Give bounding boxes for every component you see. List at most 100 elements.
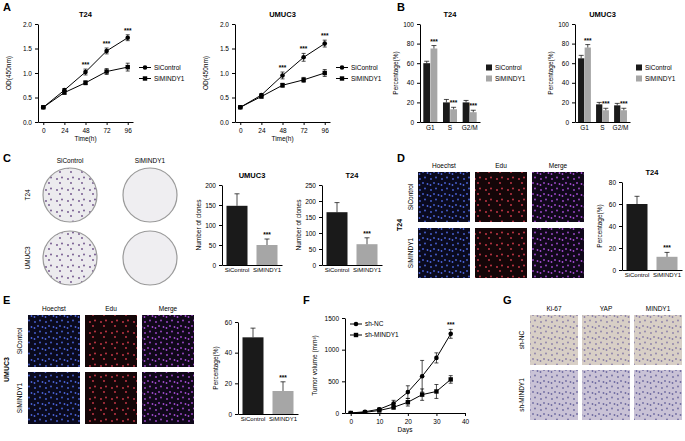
- error-bar: [579, 55, 584, 58]
- tick-label: 20: [609, 245, 617, 252]
- tick-label: 0: [239, 127, 243, 134]
- row-label: UMUC3: [24, 246, 31, 269]
- chart: 050010001500Tumor volume (mm³)Days***010…: [311, 315, 469, 434]
- tick-mark: [35, 24, 38, 25]
- legend-entry: SiControl: [336, 64, 378, 71]
- row-label: SiMINDY1: [407, 237, 414, 268]
- tick-mark: [417, 44, 420, 45]
- error-bar: [471, 110, 476, 112]
- legend-marker: [354, 333, 358, 337]
- axis-line: [222, 186, 223, 266]
- error-bar: [449, 376, 453, 384]
- image: [418, 172, 470, 222]
- tick: 1000: [325, 346, 345, 353]
- error-bar: [84, 81, 88, 85]
- marker: [420, 374, 425, 379]
- tick-label: 0: [612, 267, 616, 274]
- tick: 1.0: [220, 70, 235, 77]
- image: [43, 168, 97, 222]
- tick-mark: [219, 265, 222, 266]
- panel-label: F: [303, 294, 310, 306]
- tick-mark: [232, 49, 235, 50]
- tick-mark: [342, 318, 345, 319]
- tick-label: 24: [258, 127, 266, 134]
- bar: [621, 110, 627, 122]
- image: [582, 370, 630, 420]
- marker: [434, 389, 438, 393]
- column-label: SiControl: [57, 157, 84, 164]
- row-label: T24: [24, 189, 31, 201]
- tick: 100: [305, 230, 322, 237]
- tick-mark: [319, 217, 322, 218]
- tick: 20: [225, 380, 238, 387]
- axis-line: [323, 265, 383, 266]
- tick-mark: [219, 205, 222, 206]
- tick-mark: [619, 204, 622, 205]
- labels: Percentage(%)***: [212, 346, 287, 389]
- tick-label: 100: [205, 222, 216, 229]
- tick-label: 0.0: [23, 119, 32, 126]
- tick-mark: [64, 122, 65, 125]
- labels: UMUC3OD(450nm)Time(h)*********: [202, 10, 329, 143]
- tick: 100: [205, 222, 222, 229]
- bar: [585, 48, 591, 122]
- tick-label: 0.5: [220, 94, 229, 101]
- row-label: SiControl: [16, 327, 23, 354]
- annotation: ***: [450, 99, 458, 106]
- tick: 0: [410, 119, 420, 126]
- axis-line: [420, 25, 421, 123]
- tick-label: 80: [407, 40, 415, 47]
- axis: 024487296: [236, 122, 331, 134]
- tick-label: 40: [407, 79, 415, 86]
- x-axis-title: Time(h): [271, 135, 293, 143]
- tick-label: 24: [61, 127, 69, 134]
- tick-mark: [232, 24, 235, 25]
- labels: UMUC3Number of clones***: [195, 171, 271, 250]
- marker: [301, 55, 306, 60]
- annotation: ***: [447, 321, 455, 328]
- plot-area: [627, 196, 678, 270]
- marker: [406, 400, 410, 404]
- error-bar: [265, 239, 270, 245]
- annotation: ***: [279, 64, 287, 71]
- marker: [104, 49, 109, 54]
- tick-label: 50: [309, 246, 317, 253]
- y-axis-title: Number of clones: [195, 199, 202, 251]
- labels: Tumor volume (mm³)Days***: [311, 321, 455, 434]
- marker: [363, 409, 368, 413]
- marker: [280, 73, 285, 78]
- tick-label: 60: [407, 60, 415, 67]
- image: [418, 228, 470, 278]
- marker: [391, 405, 395, 409]
- axis-line: [238, 323, 239, 415]
- legend-entry: SiMINDY1: [336, 75, 382, 82]
- tick: SiControl: [325, 265, 350, 273]
- tick: 96: [322, 122, 330, 134]
- tick: 48: [279, 122, 287, 134]
- error-bar: [259, 95, 263, 98]
- error-bar: [84, 69, 88, 75]
- error-bar: [235, 194, 240, 206]
- tick-mark: [35, 49, 38, 50]
- marker: [406, 390, 411, 395]
- tick: S: [600, 122, 605, 131]
- tick-label: 500: [328, 378, 339, 385]
- tick-mark: [232, 122, 235, 123]
- legend-entry: SiMINDY1: [636, 75, 676, 82]
- y-axis-title: OD(450nm): [202, 56, 210, 90]
- tick-label: S: [600, 124, 605, 131]
- tick: 0: [312, 262, 322, 269]
- tick-label: 0.0: [220, 119, 229, 126]
- tick-label: 40: [609, 223, 617, 230]
- error-bar: [424, 61, 429, 63]
- tick: SiControl: [241, 414, 266, 422]
- tick: 80: [609, 179, 622, 186]
- tick-label: 50: [209, 242, 217, 249]
- y-axis-title: Percentage(%): [392, 51, 400, 94]
- error-bar: [281, 83, 285, 87]
- legend-label: SiControl: [154, 64, 181, 71]
- annotation: ***: [263, 231, 271, 238]
- error-bar: [449, 329, 453, 338]
- plot-area: [423, 46, 476, 122]
- y-axis-title: Number of clones: [295, 199, 302, 251]
